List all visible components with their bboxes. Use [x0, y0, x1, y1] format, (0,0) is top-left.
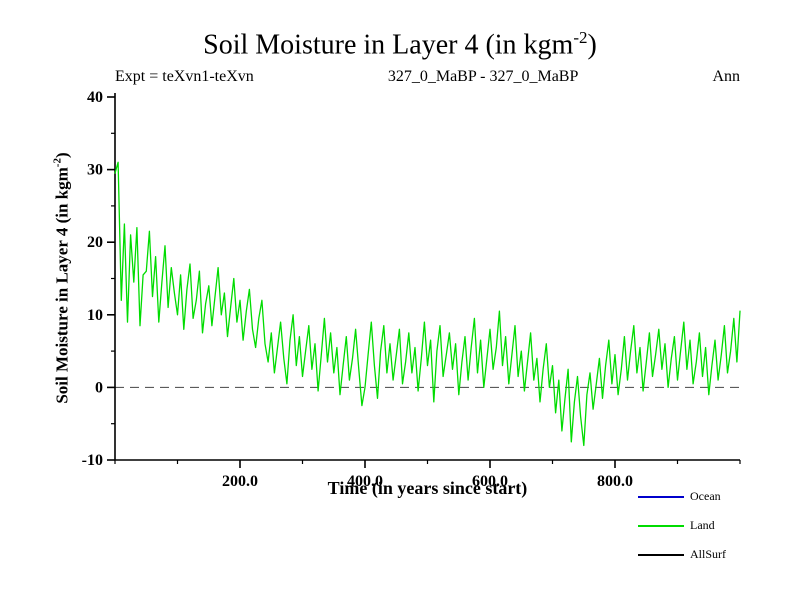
allsurf-line-swatch	[638, 553, 684, 556]
svg-text:-10: -10	[82, 452, 103, 469]
svg-text:10: 10	[87, 307, 103, 324]
experiment-label: Expt = teXvn1-teXvn	[115, 68, 254, 85]
svg-text:800.0: 800.0	[597, 473, 633, 490]
svg-text:30: 30	[87, 162, 103, 179]
legend-item-allsurf: AllSurf	[638, 540, 788, 569]
chart-title-superscript: -2	[573, 28, 588, 47]
legend: Ocean Land AllSurf	[638, 482, 788, 569]
chart-title-text: Soil Moisture in Layer 4 (in kgm	[203, 29, 574, 61]
legend-label-land: Land	[690, 518, 715, 532]
period-label: 327_0_MaBP - 327_0_MaBP	[387, 68, 579, 85]
x-axis-title: Time (in years since start)	[327, 478, 528, 498]
legend-item-land: Land	[638, 511, 788, 540]
svg-text:40: 40	[87, 89, 103, 106]
svg-text:200.0: 200.0	[222, 473, 258, 490]
ocean-line-swatch	[638, 495, 684, 498]
svg-text:600.0: 600.0	[472, 473, 508, 490]
mean-period-label: Ann	[712, 68, 740, 85]
chart-title-close: )	[587, 29, 597, 61]
chart-title: Soil Moisture in Layer 4 (in kgm-2)	[0, 28, 800, 61]
legend-item-ocean: Ocean	[638, 482, 788, 511]
svg-text:0: 0	[95, 379, 103, 396]
svg-text:400.0: 400.0	[347, 473, 383, 490]
land-line-swatch	[638, 524, 684, 527]
subtitle-row: Expt = teXvn1-teXvn 327_0_MaBP - 327_0_M…	[115, 68, 740, 86]
legend-label-ocean: Ocean	[690, 489, 721, 503]
svg-text:20: 20	[87, 234, 103, 251]
legend-label-allsurf: AllSurf	[690, 547, 726, 561]
